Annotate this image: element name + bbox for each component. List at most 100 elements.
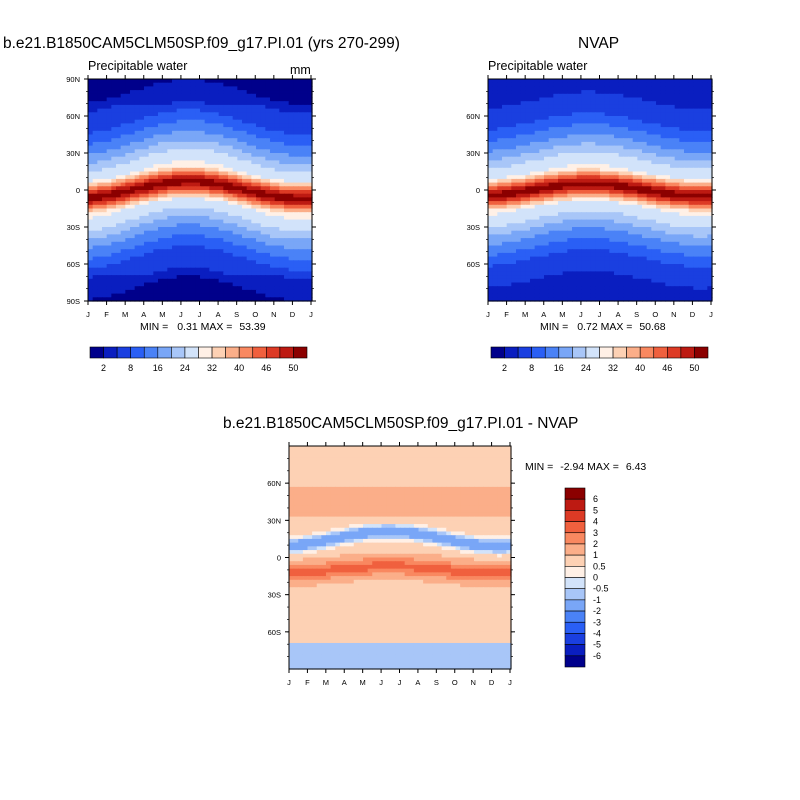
panel2-cell [609,204,615,210]
panel1-cell [102,116,108,121]
panel2-cell [618,82,624,87]
panel2-cell [506,227,512,232]
panel2-cell [502,175,508,180]
panel1-cell [270,193,276,198]
panel2-cell [614,171,620,176]
panel1-cell [246,112,252,117]
panel2-cell [665,182,671,187]
panel2-cell [637,197,643,202]
panel2-cell [576,160,582,165]
panel2-cell [656,227,662,232]
panel1-cell [232,293,238,298]
panel2-cell [618,167,624,173]
panel1-cell [181,141,187,147]
panel1-cell [293,134,299,139]
panel1-cell [153,178,159,184]
panel1-cell [125,252,131,258]
panel2-cell [684,101,690,106]
panel1-cell [302,219,308,224]
panel1-cell [302,286,308,291]
panel1-cell [120,289,126,295]
panel2-cell [623,153,629,158]
panel1-cell [102,201,108,206]
panel2-cell [506,204,512,210]
panel1-cell [260,175,266,180]
panel1-cell [256,252,262,258]
panel1-cell [298,256,304,261]
panel2-cell [572,130,578,136]
panel1-cell [130,97,136,102]
panel2-cell [656,212,662,217]
panel1-cell [246,286,252,291]
panel2-cell [702,178,708,184]
panel2-cell [660,145,666,150]
panel1-cell [134,297,140,302]
panel2-cell [656,160,662,165]
panel1-cell [204,252,210,258]
panel2-cell [562,215,568,221]
panel2-cell [534,230,540,235]
panel2-cell [642,123,648,128]
panel1-cell [120,190,126,195]
panel1-cell [148,230,154,235]
panel1-cell [139,275,145,280]
panel1-cell [270,160,276,165]
panel1-cell [120,127,126,132]
panel1-cell [190,167,196,173]
panel1-cell [130,93,136,99]
panel2-cell [618,201,624,206]
panel1-cell [139,256,145,261]
panel2-cell [656,108,662,113]
panel1-cell [307,234,313,239]
panel1-cell [200,223,206,228]
panel1-cell [186,201,192,206]
panel1-cell [186,260,192,265]
panel1-cell [162,108,168,113]
panel2-cell [525,208,531,213]
panel1-cell [186,171,192,176]
panel2-cell [488,130,494,136]
panel1-cell [302,79,308,84]
panel2-cell [628,182,634,187]
panel1-cell [134,208,140,213]
panel1-cell [116,282,122,287]
panel2-cell [637,130,643,136]
panel1-cell [307,104,313,110]
panel1-cell [181,186,187,191]
panel1-cell [298,193,304,198]
panel1-cell [298,249,304,254]
panel1-cell [242,164,248,169]
panel1-cell [134,201,140,206]
panel1-cell [120,245,126,250]
panel2-cell [488,156,494,161]
panel1-cell [181,260,187,265]
panel2-cell [632,97,638,102]
panel1-cell [293,252,299,258]
panel1-cell [97,119,103,124]
panel1-cell [148,223,154,228]
panel1-cell [111,193,117,198]
panel1-cell [237,278,243,284]
panel1-cell [148,271,154,276]
panel1-cell [200,249,206,254]
panel1-cell [148,86,154,91]
panel1-cell [134,271,140,276]
panel1-cell [148,204,154,210]
panel1-cell [120,130,126,136]
panel1-cell [176,160,182,165]
panel2-cell [576,230,582,235]
panel1-cell [106,123,112,128]
panel1-cell [134,167,140,173]
panel1-cell [167,175,173,180]
panel2-cell [511,201,517,206]
panel1-cell [242,289,248,295]
panel1-cell [204,167,210,173]
panel1-cell [200,90,206,95]
panel2-cell [688,153,694,158]
panel2-cell [642,93,648,99]
panel2-cell [642,141,648,147]
panel1-cell [92,278,98,284]
panel2-cell [488,119,494,124]
panel1-xtick-label: D [290,310,296,319]
panel1-cell [153,241,159,247]
